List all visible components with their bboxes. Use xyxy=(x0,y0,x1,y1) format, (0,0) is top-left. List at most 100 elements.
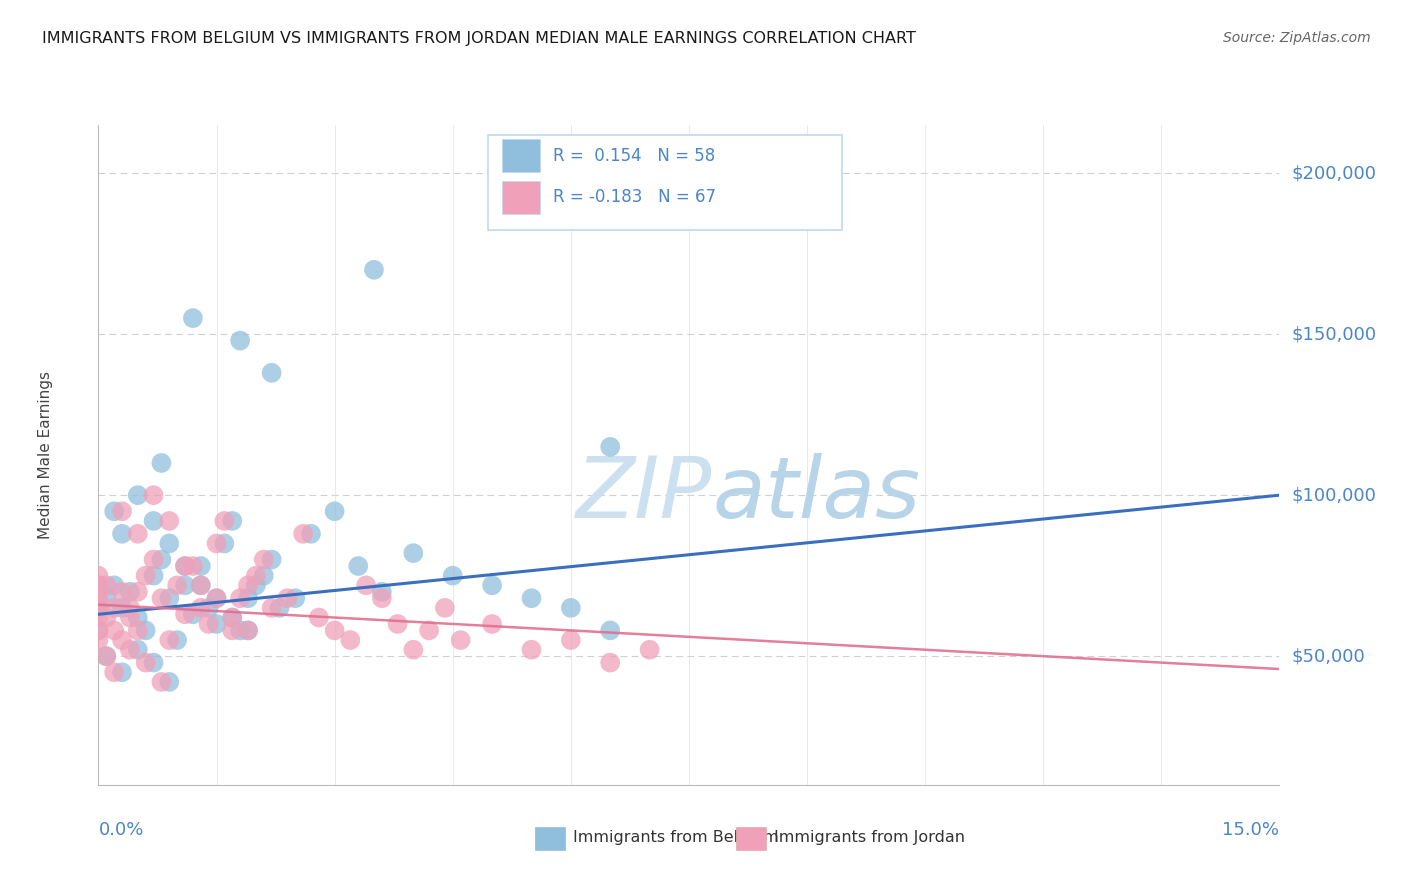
Point xyxy=(135,568,157,582)
Point xyxy=(87,591,110,606)
Text: $100,000: $100,000 xyxy=(1291,486,1376,504)
Point xyxy=(205,591,228,606)
Text: Source: ZipAtlas.com: Source: ZipAtlas.com xyxy=(1223,31,1371,45)
Point xyxy=(174,559,197,574)
Point xyxy=(354,578,377,592)
Point xyxy=(174,607,197,622)
Point xyxy=(253,568,276,582)
Point xyxy=(402,642,425,657)
Point xyxy=(236,591,259,606)
Point xyxy=(103,578,125,592)
Point xyxy=(142,568,165,582)
Point xyxy=(96,649,118,664)
Point xyxy=(181,311,204,326)
Point xyxy=(142,488,165,502)
Point xyxy=(111,600,134,615)
Point xyxy=(339,633,361,648)
Point xyxy=(441,568,464,582)
Point xyxy=(103,600,125,615)
Point xyxy=(174,578,197,592)
Point xyxy=(221,624,243,638)
Point xyxy=(157,674,180,689)
Point xyxy=(418,624,440,638)
Point xyxy=(599,656,621,670)
Bar xyxy=(502,139,540,172)
Text: Immigrants from Belgium: Immigrants from Belgium xyxy=(574,830,779,846)
Point xyxy=(127,526,149,541)
Point xyxy=(284,591,307,606)
Point xyxy=(197,600,219,615)
Point xyxy=(323,504,346,518)
Point xyxy=(174,559,197,574)
Point xyxy=(371,584,394,599)
Point xyxy=(245,568,267,582)
Point xyxy=(127,642,149,657)
Point xyxy=(299,526,322,541)
Point xyxy=(87,568,110,582)
Point xyxy=(236,624,259,638)
Point xyxy=(142,552,165,566)
Point xyxy=(103,624,125,638)
Point xyxy=(157,536,180,550)
Point xyxy=(118,610,141,624)
Point xyxy=(433,600,456,615)
Point xyxy=(363,262,385,277)
Bar xyxy=(502,181,540,214)
Point xyxy=(96,591,118,606)
Point xyxy=(450,633,472,648)
Point xyxy=(181,559,204,574)
Point xyxy=(157,633,180,648)
Point xyxy=(111,584,134,599)
Point xyxy=(96,610,118,624)
Point xyxy=(87,578,110,592)
Point xyxy=(87,578,110,592)
Point xyxy=(221,610,243,624)
Point xyxy=(229,624,252,638)
Point xyxy=(127,488,149,502)
Text: 15.0%: 15.0% xyxy=(1222,822,1279,839)
Point xyxy=(481,617,503,632)
Point xyxy=(347,559,370,574)
Point xyxy=(190,600,212,615)
Point xyxy=(96,578,118,592)
Point xyxy=(560,633,582,648)
Point xyxy=(599,624,621,638)
Point xyxy=(221,610,243,624)
Point xyxy=(166,633,188,648)
Point xyxy=(150,674,173,689)
Point xyxy=(103,504,125,518)
Point xyxy=(87,633,110,648)
Point xyxy=(118,584,141,599)
Point xyxy=(269,600,291,615)
Point xyxy=(127,624,149,638)
Point xyxy=(127,610,149,624)
Text: Immigrants from Jordan: Immigrants from Jordan xyxy=(773,830,965,846)
Point xyxy=(221,514,243,528)
Point xyxy=(323,624,346,638)
Point xyxy=(111,665,134,680)
Bar xyxy=(536,827,565,850)
Text: R = -0.183   N = 67: R = -0.183 N = 67 xyxy=(553,188,716,206)
Point xyxy=(96,649,118,664)
Point xyxy=(236,578,259,592)
Text: $150,000: $150,000 xyxy=(1291,326,1376,343)
Point xyxy=(157,514,180,528)
Text: $200,000: $200,000 xyxy=(1291,164,1376,182)
Point xyxy=(292,526,315,541)
Bar xyxy=(737,827,766,850)
Point xyxy=(87,600,110,615)
Point xyxy=(87,624,110,638)
Point xyxy=(481,578,503,592)
Point xyxy=(87,600,110,615)
Point xyxy=(150,456,173,470)
Point xyxy=(253,552,276,566)
Text: ZIP: ZIP xyxy=(576,453,713,536)
FancyBboxPatch shape xyxy=(488,135,842,230)
Text: atlas: atlas xyxy=(713,453,921,536)
Point xyxy=(599,440,621,454)
Text: 0.0%: 0.0% xyxy=(98,822,143,839)
Text: $50,000: $50,000 xyxy=(1291,648,1365,665)
Point xyxy=(260,366,283,380)
Point xyxy=(214,514,236,528)
Point xyxy=(260,552,283,566)
